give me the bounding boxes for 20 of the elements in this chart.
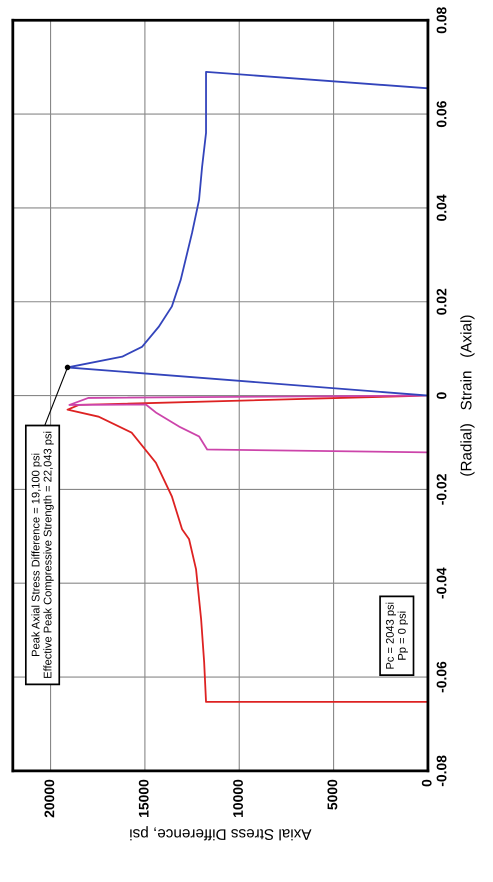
x-tick-label: 5000 xyxy=(327,780,338,810)
annotation: Pc = 2043 psi Pp = 0 psi xyxy=(386,602,408,669)
line-series xyxy=(68,394,428,454)
x-tick-label: 20000 xyxy=(44,780,54,818)
y-tick-label: 0.06 xyxy=(436,101,446,128)
y-tick-label: -0.04 xyxy=(436,567,446,599)
x-tick-label: 10000 xyxy=(233,780,243,817)
x-tick-label: 15000 xyxy=(138,780,149,817)
x-axis-title: Axial Stress Difference, psi xyxy=(130,826,312,840)
y-axis-title: (Radial) Strain (Axial) xyxy=(460,315,475,476)
y-tick-label: 0 xyxy=(436,392,446,399)
y-tick-label: 0.08 xyxy=(436,7,446,34)
line-series xyxy=(66,394,428,703)
y-tick-label: 0.04 xyxy=(436,194,446,221)
y-tick-label: -0.06 xyxy=(436,662,446,692)
annotation: Peak Axial Stress Difference = 19,100 psi Effective Peak Compressive Strength = 22,043 psi xyxy=(31,432,54,678)
x-tick-label: 0 xyxy=(422,780,432,786)
y-tick-label: -0.02 xyxy=(436,474,446,505)
y-tick-label: -0.08 xyxy=(436,755,446,786)
y-tick-label: 0.02 xyxy=(436,288,446,315)
